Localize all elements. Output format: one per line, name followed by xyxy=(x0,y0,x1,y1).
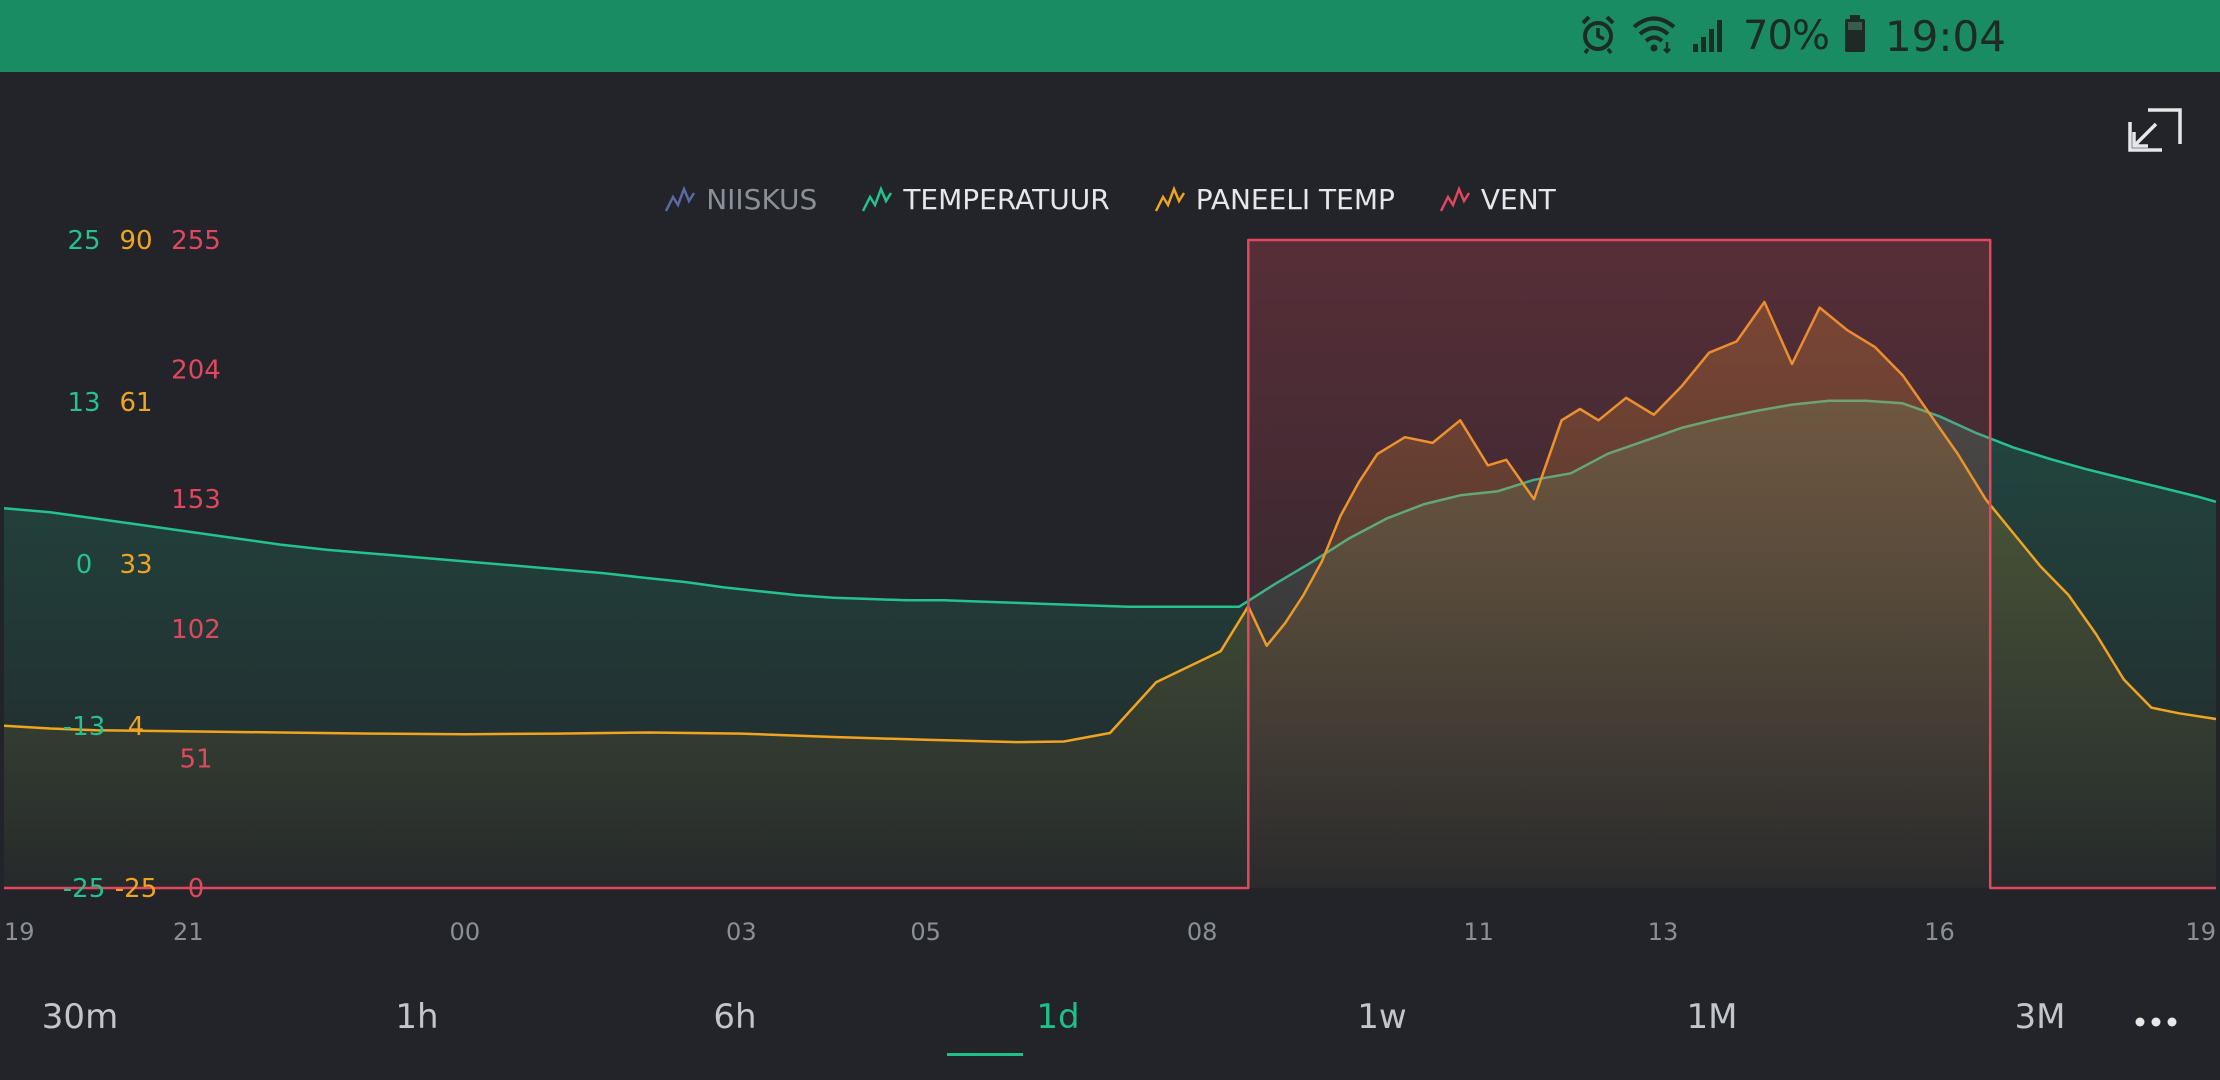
legend-label: PANEELI TEMP xyxy=(1195,182,1395,216)
time-range-bar: 30m 1h 6h 1d 1w 1M 3M xyxy=(0,980,2220,1054)
y-tick-paneeli-temp: -25 xyxy=(115,874,157,904)
x-tick: 05 xyxy=(910,918,941,946)
status-icons: 70% 19:04 xyxy=(1579,0,2006,72)
series-icon xyxy=(1439,185,1470,212)
y-tick-vent: 102 xyxy=(171,615,221,645)
legend-label: TEMPERATUUR xyxy=(903,182,1110,216)
chart-area: 25 13 0 -13 -25 90 61 33 4 -25 255 204 153 102 51 0 19 21… xyxy=(3,226,2217,946)
y-tick-temperatuur: -25 xyxy=(63,874,105,904)
chart-legend: NIISKUS TEMPERATUUR PANEELI TEMP VENT xyxy=(0,176,2220,222)
y-tick-temperatuur: 25 xyxy=(67,226,100,256)
y-tick-vent: 255 xyxy=(171,226,221,256)
range-button-1h[interactable]: 1h xyxy=(395,997,439,1037)
alarm-icon xyxy=(1579,14,1617,58)
x-tick: 19 xyxy=(4,918,35,946)
more-dots-icon xyxy=(2135,1017,2177,1027)
series-icon xyxy=(665,185,696,212)
x-tick: 16 xyxy=(1924,918,1955,946)
y-tick-vent: 153 xyxy=(171,485,221,515)
range-button-6h[interactable]: 6h xyxy=(713,997,757,1037)
y-tick-paneeli-temp: 90 xyxy=(119,226,152,256)
x-tick: 19 xyxy=(2185,918,2216,946)
range-button-1d[interactable]: 1d xyxy=(1036,997,1080,1037)
range-button-3m[interactable]: 3M xyxy=(2014,997,2066,1037)
series-area-vent xyxy=(4,240,2216,888)
x-tick: 11 xyxy=(1463,918,1494,946)
y-tick-vent: 51 xyxy=(179,744,212,774)
series-line-vent xyxy=(4,238,2216,890)
y-tick-temperatuur: 0 xyxy=(76,550,93,580)
battery-icon xyxy=(1843,14,1867,58)
y-tick-paneeli-temp: 61 xyxy=(119,388,152,418)
signal-icon xyxy=(1691,14,1729,58)
legend-label: VENT xyxy=(1480,182,1556,216)
y-tick-paneeli-temp: 33 xyxy=(119,550,152,580)
y-tick-temperatuur: -13 xyxy=(63,712,105,742)
y-tick-temperatuur: 13 xyxy=(67,388,100,418)
y-tick-vent: 204 xyxy=(171,356,221,386)
range-button-30m[interactable]: 30m xyxy=(41,997,119,1037)
x-tick: 00 xyxy=(450,918,481,946)
legend-item-paneeli-temp[interactable]: PANEELI TEMP xyxy=(1154,183,1395,216)
x-tick: 08 xyxy=(1187,918,1218,946)
wifi-icon xyxy=(1631,14,1677,58)
legend-item-vent[interactable]: VENT xyxy=(1439,183,1556,216)
collapse-icon xyxy=(2128,108,2182,152)
y-tick-paneeli-temp: 4 xyxy=(128,712,145,742)
more-options-button[interactable] xyxy=(2132,1004,2180,1040)
x-tick: 13 xyxy=(1648,918,1679,946)
x-tick: 21 xyxy=(173,918,204,946)
status-clock: 19:04 xyxy=(1884,11,2006,61)
range-button-1m[interactable]: 1M xyxy=(1686,997,1738,1037)
y-tick-vent: 0 xyxy=(188,874,205,904)
range-selected-indicator xyxy=(947,1053,1023,1056)
status-bar: 70% 19:04 xyxy=(0,0,2220,72)
x-tick: 03 xyxy=(726,918,757,946)
series-icon xyxy=(862,185,893,212)
range-button-1w[interactable]: 1w xyxy=(1357,997,1407,1037)
legend-item-temperatuur[interactable]: TEMPERATUUR xyxy=(861,182,1110,216)
collapse-fullscreen-button[interactable] xyxy=(2126,106,2184,154)
legend-item-niiskus[interactable]: NIISKUS xyxy=(664,183,817,216)
battery-percent: 70% xyxy=(1743,13,1830,59)
legend-label: NIISKUS xyxy=(706,182,818,216)
series-icon xyxy=(1154,185,1185,212)
